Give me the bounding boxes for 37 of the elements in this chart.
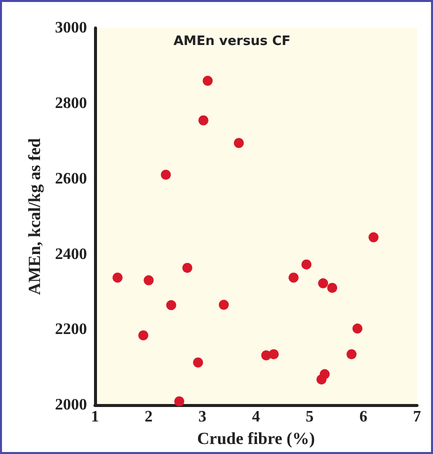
point xyxy=(288,272,299,283)
x-tick-label: 2 xyxy=(144,408,153,426)
y-tick-label: 2400 xyxy=(55,246,87,263)
point xyxy=(327,282,338,293)
y-tick-label: 2200 xyxy=(55,321,87,338)
point xyxy=(138,330,148,340)
point xyxy=(144,275,154,286)
point xyxy=(346,349,357,360)
point xyxy=(112,272,123,283)
point xyxy=(166,300,176,310)
point xyxy=(268,349,279,360)
x-axis-title: Crude fibre (%) xyxy=(197,429,315,448)
point xyxy=(352,324,362,334)
point xyxy=(202,76,213,86)
point xyxy=(182,262,192,273)
point xyxy=(193,357,204,368)
y-tick-label: 3000 xyxy=(55,20,87,36)
text: AMEn versus CF xyxy=(173,34,291,49)
x-tick-label: 7 xyxy=(413,408,421,426)
x-tick-label: 1 xyxy=(91,408,99,426)
point xyxy=(198,115,208,126)
point xyxy=(301,259,312,270)
x-tick-label: 6 xyxy=(359,408,368,426)
y-axis-title: AMEn, kcal/kg as fed xyxy=(25,138,44,295)
point xyxy=(218,300,229,310)
x-tick-label: 5 xyxy=(306,408,314,426)
point xyxy=(318,278,328,288)
point xyxy=(234,138,244,148)
y-tick-label: 2000 xyxy=(55,396,87,414)
point xyxy=(160,170,171,180)
point xyxy=(368,232,379,242)
x-tick-label: 4 xyxy=(252,408,260,426)
point xyxy=(174,396,184,406)
y-tick-label: 2800 xyxy=(55,94,87,112)
y-tick-label: 2600 xyxy=(55,170,87,188)
point xyxy=(316,374,326,384)
x-tick-label: 3 xyxy=(198,408,206,426)
